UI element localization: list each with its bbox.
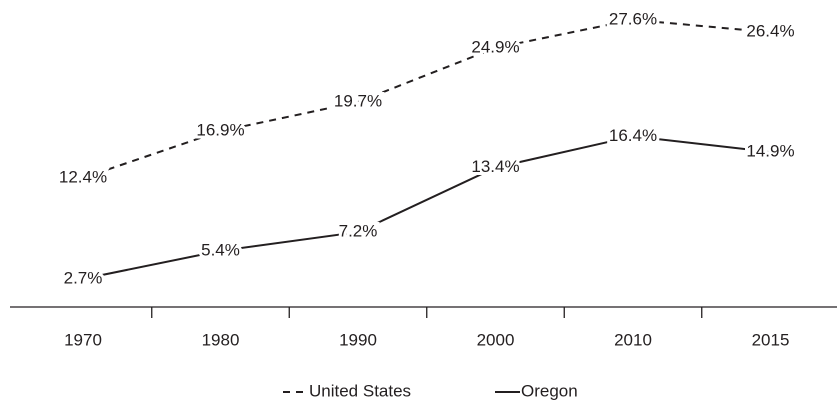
series-line bbox=[82, 18, 771, 179]
series-line bbox=[82, 135, 771, 280]
data-label: 13.4% bbox=[471, 157, 519, 176]
data-label: 14.9% bbox=[746, 141, 794, 160]
data-label: 26.4% bbox=[746, 22, 794, 41]
x-tick-label: 2015 bbox=[752, 330, 790, 349]
legend-label: United States bbox=[309, 381, 411, 400]
data-label: 12.4% bbox=[59, 167, 107, 186]
legend-label: Oregon bbox=[521, 381, 578, 400]
data-label: 5.4% bbox=[201, 240, 240, 259]
x-tick-label: 1990 bbox=[339, 330, 377, 349]
x-tick-label: 1970 bbox=[64, 330, 102, 349]
data-label: 16.4% bbox=[609, 126, 657, 145]
data-label: 2.7% bbox=[64, 268, 103, 287]
x-tick-label: 1980 bbox=[202, 330, 240, 349]
data-label: 24.9% bbox=[471, 37, 519, 56]
data-label: 19.7% bbox=[334, 91, 382, 110]
data-label: 16.9% bbox=[196, 121, 244, 140]
x-tick-label: 2000 bbox=[477, 330, 515, 349]
data-label: 27.6% bbox=[609, 9, 657, 28]
data-label: 7.2% bbox=[339, 222, 378, 241]
x-tick-label: 2010 bbox=[614, 330, 652, 349]
